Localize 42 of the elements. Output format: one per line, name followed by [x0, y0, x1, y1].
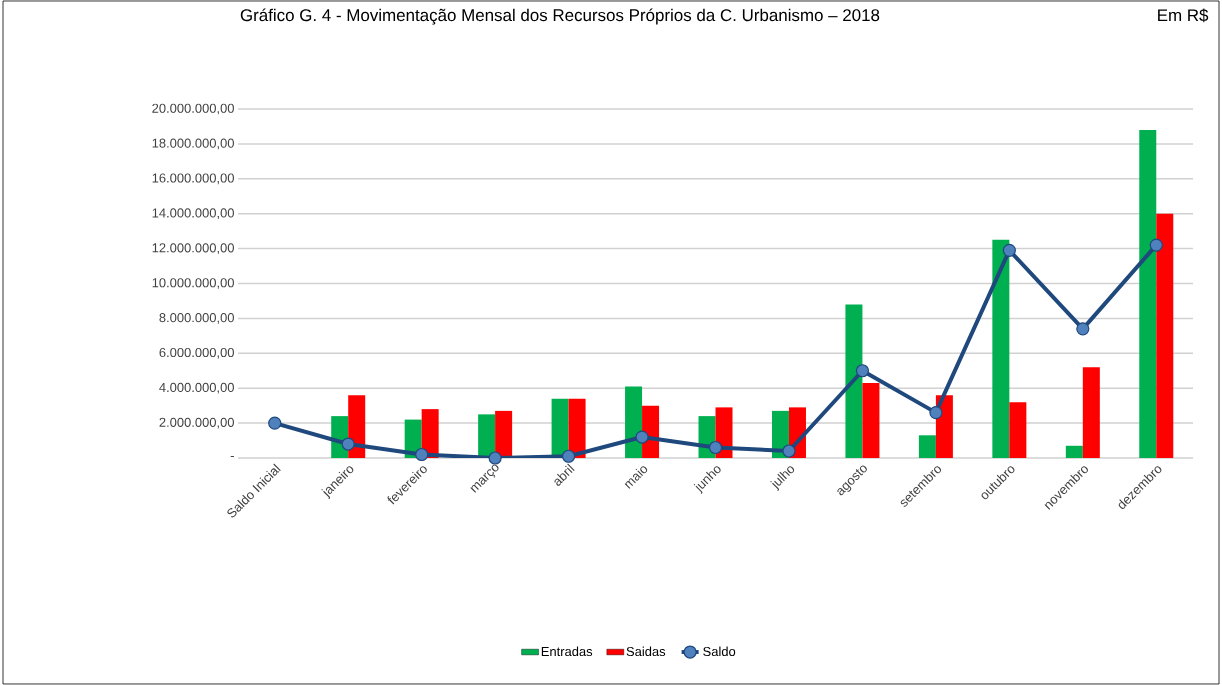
point	[1149, 238, 1163, 252]
y-tick-label: 6.000.000,00	[159, 347, 234, 359]
chart-title: Gráfico G. 4 - Movimentação Mensal dos Recursos Próprios da C. Urbanismo – 2018	[240, 8, 880, 25]
bar	[1082, 367, 1100, 458]
bar	[568, 398, 586, 458]
point	[708, 440, 723, 455]
point	[415, 447, 429, 462]
y-tick-label: 8.000.000,00	[159, 313, 234, 324]
chart-subtitle: Em R$	[1158, 8, 1209, 23]
point	[855, 364, 870, 378]
bar	[551, 398, 569, 458]
bar	[1065, 445, 1083, 458]
point	[782, 444, 796, 458]
point	[268, 416, 282, 430]
bar	[1139, 129, 1157, 458]
y-tick-label: -	[230, 456, 234, 458]
point	[341, 437, 355, 451]
bar	[495, 410, 513, 458]
y-tick-label: 2.000.000,00	[159, 417, 234, 429]
y-tick-label: 14.000.000,00	[152, 208, 234, 220]
legend-label: Saidas	[626, 646, 666, 657]
bar	[862, 382, 880, 458]
y-tick-label: 18.000.000,00	[152, 138, 234, 150]
y-tick-label: 12.000.000,00	[152, 243, 234, 254]
y-tick-label: 10.000.000,00	[152, 278, 234, 289]
bar	[1156, 213, 1174, 458]
y-tick-label: 20.000.000,00	[152, 103, 234, 115]
bar	[1009, 402, 1027, 458]
point	[635, 430, 649, 444]
point	[1076, 322, 1090, 336]
point	[929, 406, 943, 420]
y-tick-label: 16.000.000,00	[152, 173, 234, 185]
legend-label: Entradas	[541, 646, 593, 657]
point	[488, 451, 502, 465]
point	[1002, 243, 1016, 257]
point	[561, 449, 576, 463]
bar	[478, 414, 496, 458]
bar	[845, 304, 863, 458]
bar	[918, 435, 936, 458]
legend-label: Saldo	[703, 646, 736, 657]
y-tick-label: 4.000.000,00	[159, 382, 234, 394]
bar	[992, 239, 1010, 458]
